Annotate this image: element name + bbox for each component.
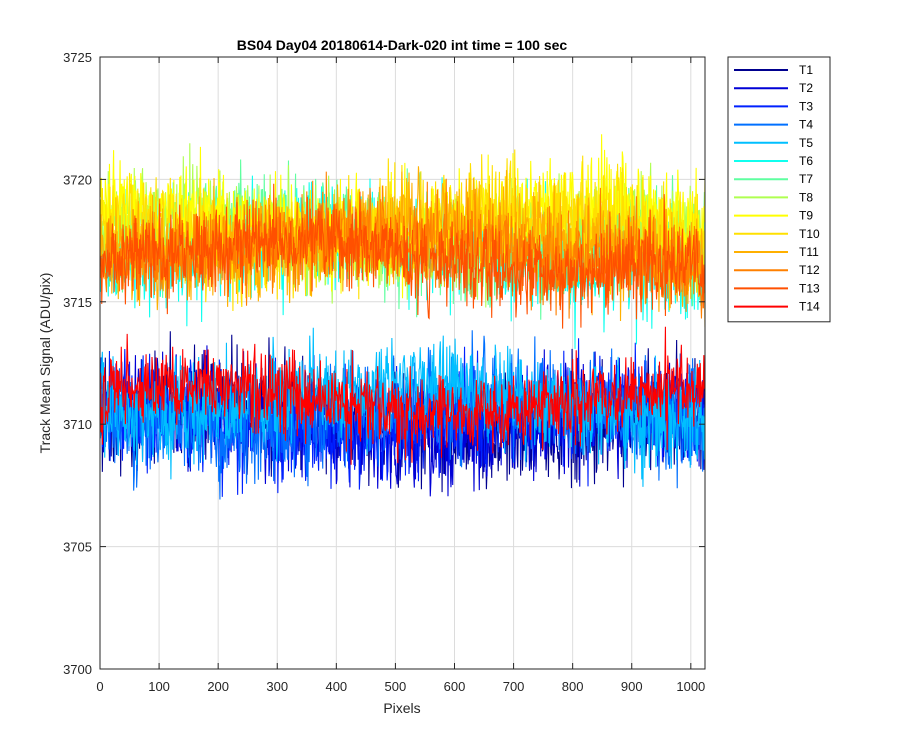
legend-label-t1: T1 (799, 63, 813, 77)
x-tick-label: 900 (621, 679, 643, 694)
x-tick-label: 600 (444, 679, 466, 694)
legend-label-t7: T7 (799, 172, 813, 186)
y-tick-label: 3715 (63, 295, 92, 310)
y-tick-label: 3710 (63, 417, 92, 432)
x-tick-label: 100 (148, 679, 170, 694)
legend-label-t6: T6 (799, 154, 813, 168)
x-tick-label: 200 (207, 679, 229, 694)
series-line-t14 (100, 326, 705, 465)
x-tick-label: 0 (96, 679, 103, 694)
x-tick-label: 400 (325, 679, 347, 694)
y-tick-label: 3705 (63, 540, 92, 555)
series-line-t5 (100, 327, 705, 487)
y-tick-label: 3720 (63, 172, 92, 187)
x-tick-label: 800 (562, 679, 584, 694)
legend-label-t13: T13 (799, 281, 820, 295)
plot-frame (99, 56, 706, 670)
legend-label-t3: T3 (799, 99, 813, 113)
legend-label-t10: T10 (799, 227, 820, 241)
legend-label-t4: T4 (799, 118, 813, 132)
series-area (100, 134, 705, 500)
axis-ticks: 0 100 200 300 400 500 600 700 800 900 1000 3700 3705… (63, 50, 705, 694)
x-axis-label: Pixels (383, 700, 420, 716)
legend-label-t8: T8 (799, 190, 813, 204)
x-tick-label: 1000 (676, 679, 705, 694)
legend-label-t9: T9 (799, 209, 813, 223)
chart-title: BS04 Day04 20180614-Dark-020 int time = … (237, 37, 568, 53)
legend-label-t5: T5 (799, 136, 813, 150)
x-tick-label: 700 (503, 679, 525, 694)
series-lines (100, 134, 705, 500)
series-line-t13 (100, 183, 705, 329)
legend-label-t14: T14 (799, 300, 820, 314)
legend: T1 T2 T3 T4 T5 T6 T7 T8 T9 T10 T11 T12 T13 T14 (727, 56, 831, 323)
legend-label-t2: T2 (799, 81, 813, 95)
legend-label-t11: T11 (799, 245, 819, 259)
x-tick-label: 300 (266, 679, 288, 694)
y-tick-label: 3725 (63, 50, 92, 65)
y-axis-label: Track Mean Signal (ADU/pix) (37, 273, 53, 454)
y-tick-label: 3700 (63, 662, 92, 677)
legend-box (727, 56, 831, 323)
x-tick-label: 500 (385, 679, 407, 694)
legend-label-t12: T12 (799, 263, 820, 277)
